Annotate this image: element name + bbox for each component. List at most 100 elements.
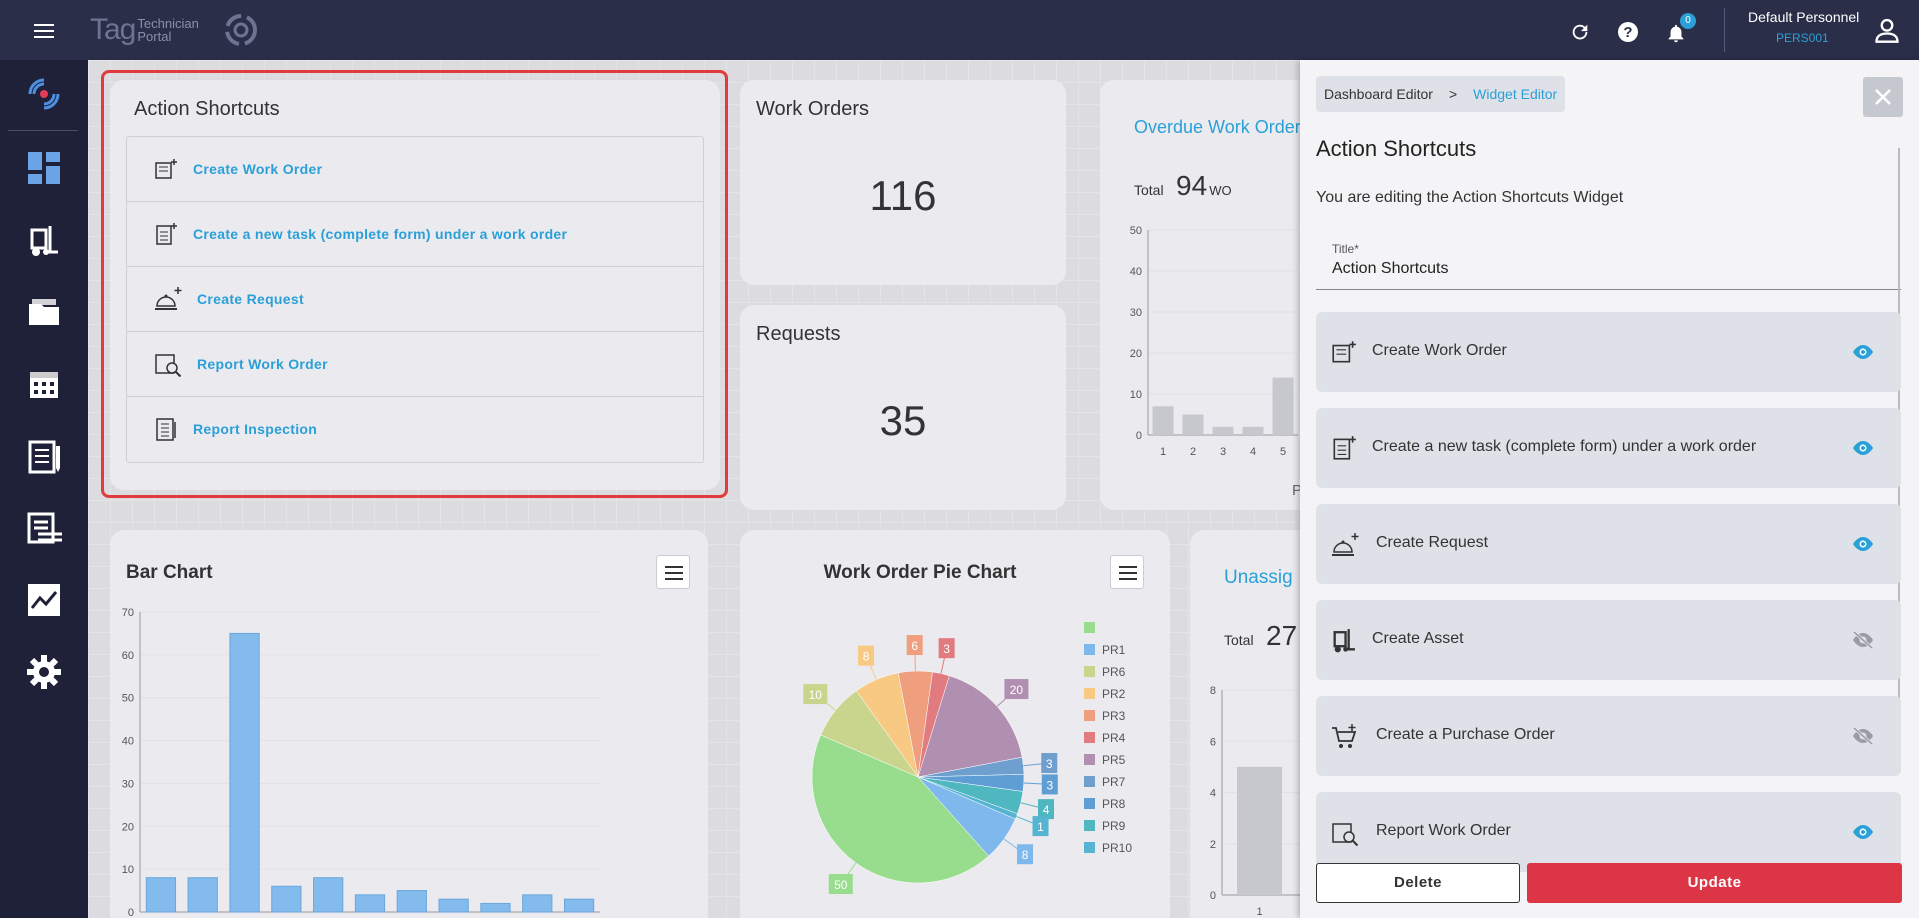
x-tick-label: 2 [1190,446,1196,458]
delete-button[interactable]: Delete [1316,863,1520,903]
title-field[interactable]: Title* Action Shortcuts [1316,238,1901,290]
shortcut-label: Create Request [197,291,304,307]
eye-icon[interactable] [1851,343,1875,361]
user-id: PERS001 [1776,31,1829,45]
unassigned-title: Unassig [1224,567,1293,588]
close-button[interactable] [1863,77,1903,117]
calendar-icon[interactable] [26,366,62,402]
shortcut-report-work-order[interactable]: Report Work Order [127,331,703,396]
option-create-asset[interactable]: Create Asset [1316,600,1901,680]
widget-editor-panel: Dashboard Editor > Widget Editor Action … [1300,60,1919,918]
pie-data-label-box [906,635,923,656]
legend-swatch [1084,732,1095,743]
shortcut-create-request[interactable]: Create Request [127,266,703,331]
bell-icon[interactable] [1665,21,1687,45]
title-field-value[interactable]: Action Shortcuts [1332,260,1449,277]
bar [354,894,386,913]
overdue-total: Total 94 WO [1134,170,1232,202]
bar-chart-svg: 0 10 20 30 40 50 60 70 [122,607,600,918]
option-report-work-order[interactable]: Report Work Order [1316,792,1901,872]
user-icon[interactable] [1873,16,1901,44]
sidebar-divider [8,130,78,131]
y-tick-label: 30 [122,778,134,790]
update-button[interactable]: Update [1527,863,1902,903]
shortcut-label: Create a new task (complete form) under … [193,226,568,242]
option-label: Create a new task (complete form) under … [1372,438,1757,455]
requests-value: 35 [879,397,927,444]
bar [313,877,344,913]
work-orders-title: Work Orders [756,98,869,120]
forklift-icon[interactable] [26,222,62,258]
y-tick-label: 60 [122,650,134,662]
radar-icon[interactable] [26,76,62,112]
bell-plus-icon [155,287,182,310]
eye-off-icon[interactable] [1851,631,1875,649]
list-icon[interactable] [26,510,62,546]
analytics-icon[interactable] [26,582,62,618]
y-tick-label: 20 [1130,348,1142,360]
unassigned-total-value: 27 [1266,620,1298,651]
option-create-work-order[interactable]: Create Work Order [1316,312,1901,392]
legend-swatch [1084,798,1095,809]
shortcut-label: Report Work Order [197,356,328,372]
shortcut-list: Create Work Order Create a new task (com… [126,136,704,463]
checklist-icon[interactable] [26,438,62,474]
legend-swatch [1084,688,1095,699]
logo-sub2: Portal [137,29,172,44]
pie-data-label-box [858,645,875,666]
eye-icon[interactable] [1851,535,1875,553]
y-tick-label: 0 [1136,430,1142,442]
eye-icon[interactable] [1851,823,1875,841]
unassigned-total: Total 27 [1224,620,1297,652]
shortcut-label: Create Work Order [193,160,323,177]
top-bar: Tag Technician Portal ? 0 Default Person… [0,0,1919,60]
option-create-request[interactable]: Create Request [1316,504,1901,584]
pie-chart-card[interactable]: Work Order Pie Chart 20 3 3 4 1 8 50 10 8 6 3 PR1 PR… [740,530,1170,918]
x-tick-label: 1 [1256,906,1262,918]
eye-off-icon[interactable] [1851,727,1875,745]
bar [522,894,553,913]
y-tick-label: 2 [1210,839,1216,851]
pie-data-label-box [803,684,828,705]
menu-icon[interactable] [34,24,54,38]
y-tick-label: 30 [1130,307,1142,319]
option-label: Report Work Order [1376,822,1511,839]
cart-plus-icon [1332,724,1357,748]
gear-icon[interactable] [26,654,62,690]
action-shortcuts-card[interactable]: Action Shortcuts Create Work Order Creat… [110,80,720,490]
refresh-icon[interactable] [1569,21,1591,43]
option-create-purchase-order[interactable]: Create a Purchase Order [1316,696,1901,776]
eye-icon[interactable] [1851,439,1875,457]
breadcrumb-dashboard-editor[interactable]: Dashboard Editor [1324,86,1433,102]
folder-icon[interactable] [26,294,62,330]
shortcut-report-inspection[interactable]: Report Inspection [127,396,703,461]
dashboard-icon[interactable] [26,150,62,186]
notification-badge: 0 [1680,13,1696,29]
selection-highlight [101,70,728,498]
breadcrumb-widget-editor[interactable]: Widget Editor [1473,86,1558,102]
help-icon[interactable]: ? [1616,20,1640,44]
legend-label: PR8 [1102,797,1126,811]
shortcut-create-work-order[interactable]: Create Work Order [127,137,703,201]
y-tick-label: 50 [1130,225,1142,237]
pie-chart-menu-button[interactable] [1110,555,1144,589]
bar-chart-menu-button[interactable] [656,555,690,589]
pie-data-label: 3 [1046,757,1053,771]
logo-sub1: Technician [137,16,199,31]
unassigned-card[interactable]: Unassig Total 27 0246812 [1190,530,1300,918]
svg-text:?: ? [1623,24,1632,41]
bar-chart-card[interactable]: Bar Chart 0 10 20 30 40 50 60 70 [110,530,708,918]
pie-data-label: 10 [809,688,823,702]
overdue-card[interactable]: Overdue Work Orders Total 94 WO 0 10 20 30 40… [1100,80,1300,510]
bar [229,632,260,913]
shortcut-create-task[interactable]: Create a new task (complete form) under … [127,201,703,266]
work-orders-card[interactable]: Work Orders 116 [740,80,1066,285]
requests-card[interactable]: Requests 35 [740,305,1066,510]
requests-title: Requests [756,323,841,345]
pie-data-label-box [1017,844,1034,865]
option-create-task[interactable]: Create a new task (complete form) under … [1316,408,1901,488]
bar [1182,414,1204,435]
pie-data-label: 8 [1022,848,1029,862]
pie-data-label: 6 [911,639,918,653]
